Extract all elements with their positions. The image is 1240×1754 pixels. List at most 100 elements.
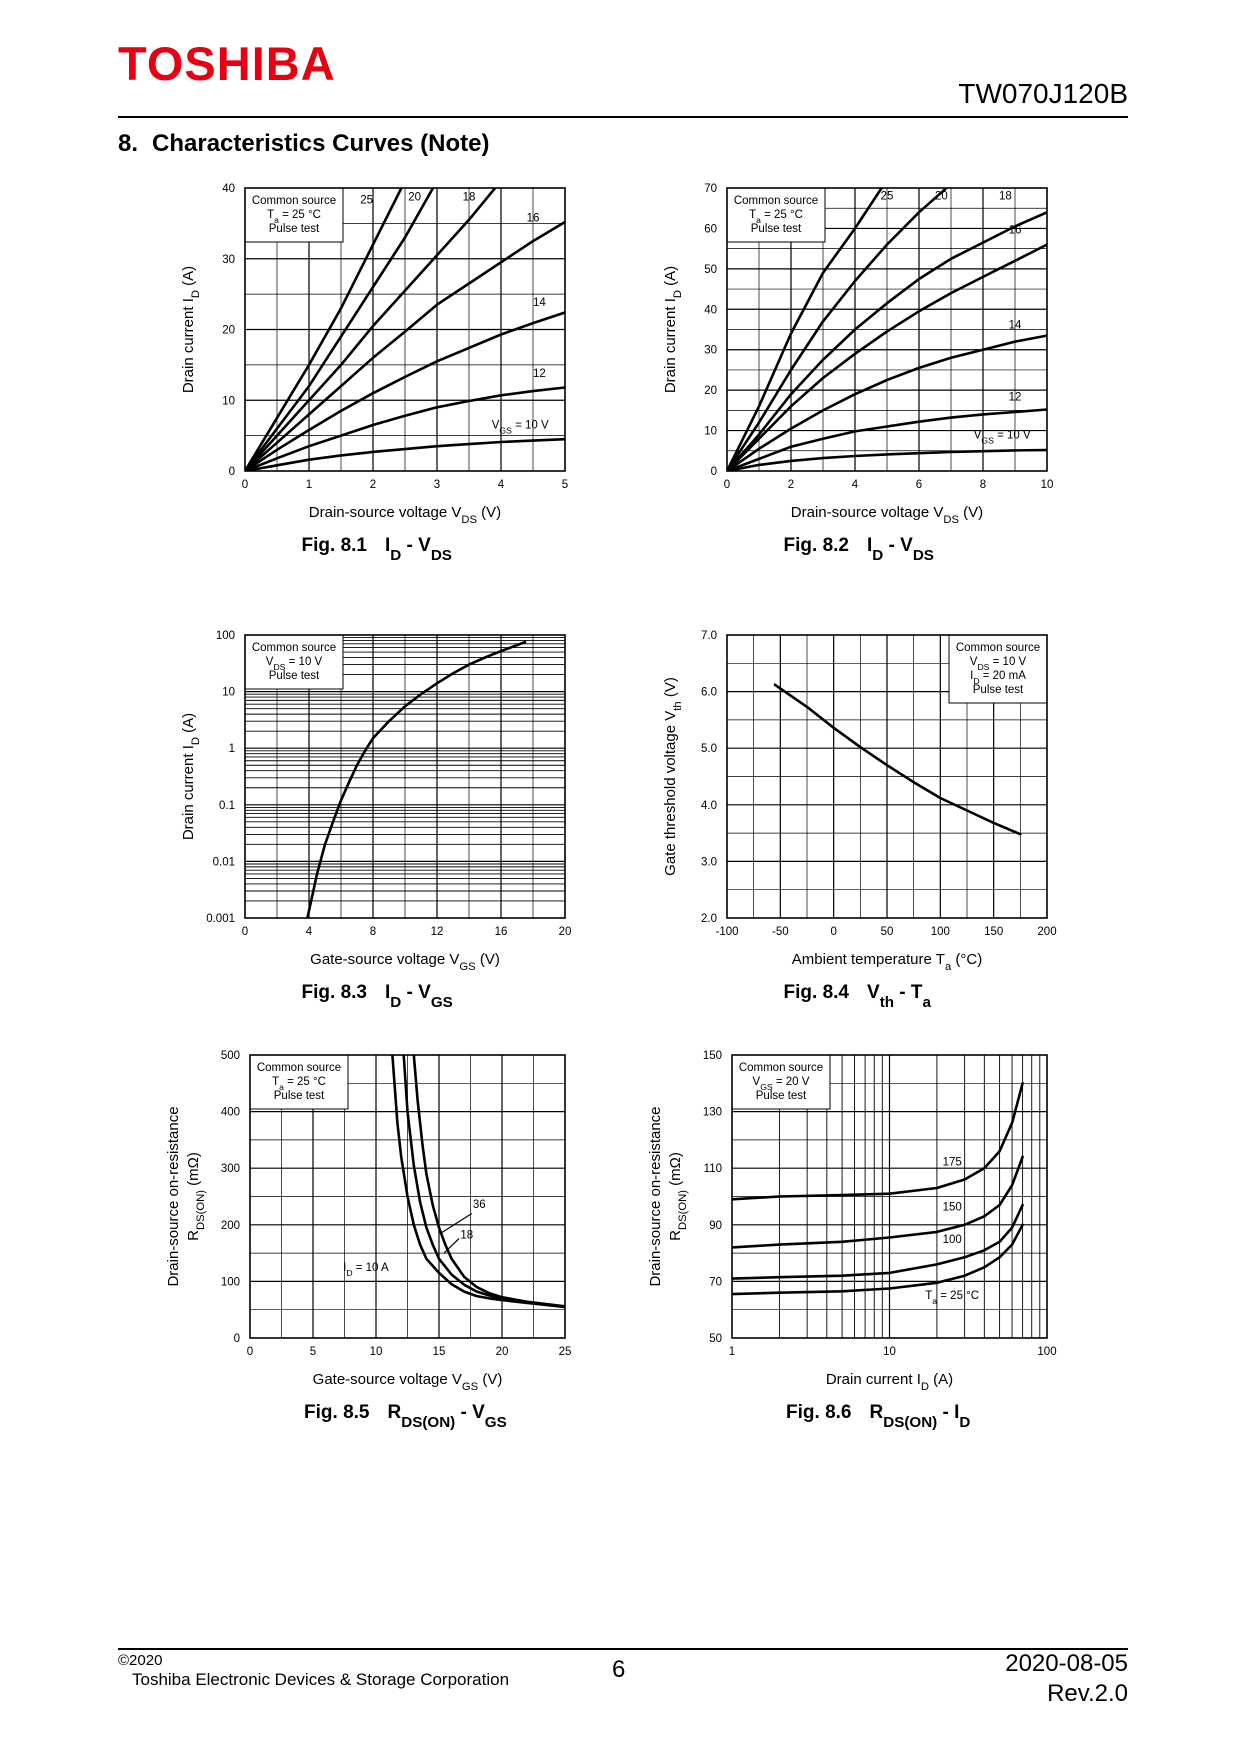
x-tick-label: 16 [495, 926, 508, 938]
leader-line-18 [443, 1237, 460, 1254]
y-tick-label: 4.0 [701, 800, 717, 812]
legend-line: Common source [734, 195, 818, 207]
series-line [402, 1055, 565, 1309]
x-axis-label: Drain current ID (A) [826, 1371, 953, 1393]
legend-line: ID = 20 mA [970, 670, 1026, 686]
figure-number: Fig. 8.3 [302, 982, 367, 1003]
series-line [245, 220, 565, 471]
y-tick-label: 110 [704, 1163, 722, 1175]
x-tick-label: 150 [984, 926, 1003, 938]
legend-line: Ta = 25 °C [272, 1076, 326, 1092]
header-rule [118, 116, 1128, 118]
y-tick-label: 5.0 [701, 743, 717, 755]
legend-line: Common source [257, 1062, 341, 1074]
x-tick-label: 200 [1037, 926, 1056, 938]
y-tick-label: 100 [221, 1276, 240, 1288]
curve-label: 12 [1009, 391, 1022, 403]
plot-border [726, 634, 1048, 919]
legend-line: Common source [956, 642, 1040, 654]
x-tick-label: 100 [1037, 1346, 1056, 1358]
series-line [727, 210, 1047, 471]
legend-box [731, 1054, 831, 1110]
y-tick-label: 30 [704, 345, 717, 357]
legend-line: Ta = 25 °C [267, 209, 321, 225]
y-axis-label: Drain current ID (A) [662, 266, 684, 393]
toshiba-logo: TOSHIBA [118, 37, 336, 90]
x-tick-label: 50 [881, 926, 894, 938]
series-line [245, 188, 403, 471]
plot-border [731, 1054, 1048, 1339]
y-tick-label: 0 [711, 466, 717, 478]
curve-label: 100 [943, 1234, 962, 1246]
curve-label: 25 [360, 195, 373, 207]
y-tick-label: 50 [709, 1333, 722, 1345]
x-tick-label: -50 [772, 926, 789, 938]
plot-border [726, 187, 1048, 472]
y-axis-label: Drain current ID (A) [180, 266, 202, 393]
y-tick-label: 3.0 [701, 856, 717, 868]
curve-label: 18 [463, 192, 476, 204]
curve-label: 20 [408, 192, 421, 204]
y-axis-label: Drain-source on-resistance [647, 1106, 664, 1286]
curve-label: VGS = 10 V [492, 420, 549, 436]
figure-title: ID - VGS [385, 982, 453, 1011]
grid [727, 635, 1047, 918]
x-tick-label: 0 [247, 1346, 253, 1358]
figure-number: Fig. 8.1 [302, 535, 368, 556]
series-group [391, 1055, 565, 1309]
legend-line: Pulse test [756, 1090, 807, 1102]
legend-line: Common source [739, 1062, 823, 1074]
curve-label: 20 [935, 190, 948, 202]
plot-border [244, 634, 566, 919]
section-title: Characteristics Curves (Note) [152, 130, 490, 157]
series-line [773, 683, 1022, 836]
x-tick-label: 20 [559, 926, 572, 938]
x-axis-label: Gate-source voltage VGS (V) [310, 951, 500, 973]
copyright: ©2020 [118, 1652, 163, 1669]
y-axis-label: Drain current ID (A) [180, 713, 202, 840]
section-number: 8. [118, 130, 139, 157]
legend-line: Common source [252, 642, 336, 654]
figure-title: RDS(ON) - VGS [388, 1402, 507, 1431]
x-tick-label: 25 [559, 1346, 572, 1358]
x-tick-label: 0 [242, 926, 248, 938]
y-tick-label: 50 [704, 264, 717, 276]
y-tick-label: 150 [703, 1050, 722, 1062]
series-group [306, 640, 527, 918]
x-tick-label: 8 [980, 479, 986, 491]
series-group [773, 683, 1022, 836]
curve-label: 36 [473, 1199, 486, 1211]
y-tick-label: 10 [222, 687, 235, 699]
x-tick-label: 1 [729, 1346, 735, 1358]
curve-label: 25 [881, 190, 894, 202]
y-tick-label: 70 [709, 1276, 722, 1288]
y-tick-label: 0.1 [219, 800, 235, 812]
y-tick-label: 7.0 [701, 630, 717, 642]
leader-line-36 [441, 1212, 473, 1234]
y-tick-label: 20 [704, 385, 717, 397]
y-tick-label: 60 [704, 223, 717, 235]
x-tick-label: 10 [1041, 479, 1054, 491]
figure-number: Fig. 8.5 [304, 1402, 370, 1423]
x-tick-label: 0 [242, 479, 248, 491]
x-tick-label: 0 [724, 479, 730, 491]
series-line [245, 311, 565, 471]
figure-number: Fig. 8.4 [784, 982, 850, 1003]
legend-line: VDS = 10 V [266, 656, 323, 672]
y-tick-label: 400 [221, 1107, 240, 1119]
legend-line: Pulse test [269, 670, 320, 682]
series-line [412, 1055, 565, 1308]
figure-title: ID - VDS [385, 535, 452, 564]
y-axis-label-unit: RDS(ON) (mΩ) [667, 1152, 689, 1241]
figure-title: ID - VDS [867, 535, 934, 564]
legend-line: Pulse test [973, 684, 1024, 696]
y-tick-label: 100 [216, 630, 235, 642]
y-tick-label: 0 [229, 466, 235, 478]
x-tick-label: 1 [306, 479, 312, 491]
y-tick-label: 0.01 [213, 856, 235, 868]
series-line [727, 448, 1047, 471]
y-tick-label: 20 [222, 325, 235, 337]
y-tick-label: 90 [709, 1220, 722, 1232]
